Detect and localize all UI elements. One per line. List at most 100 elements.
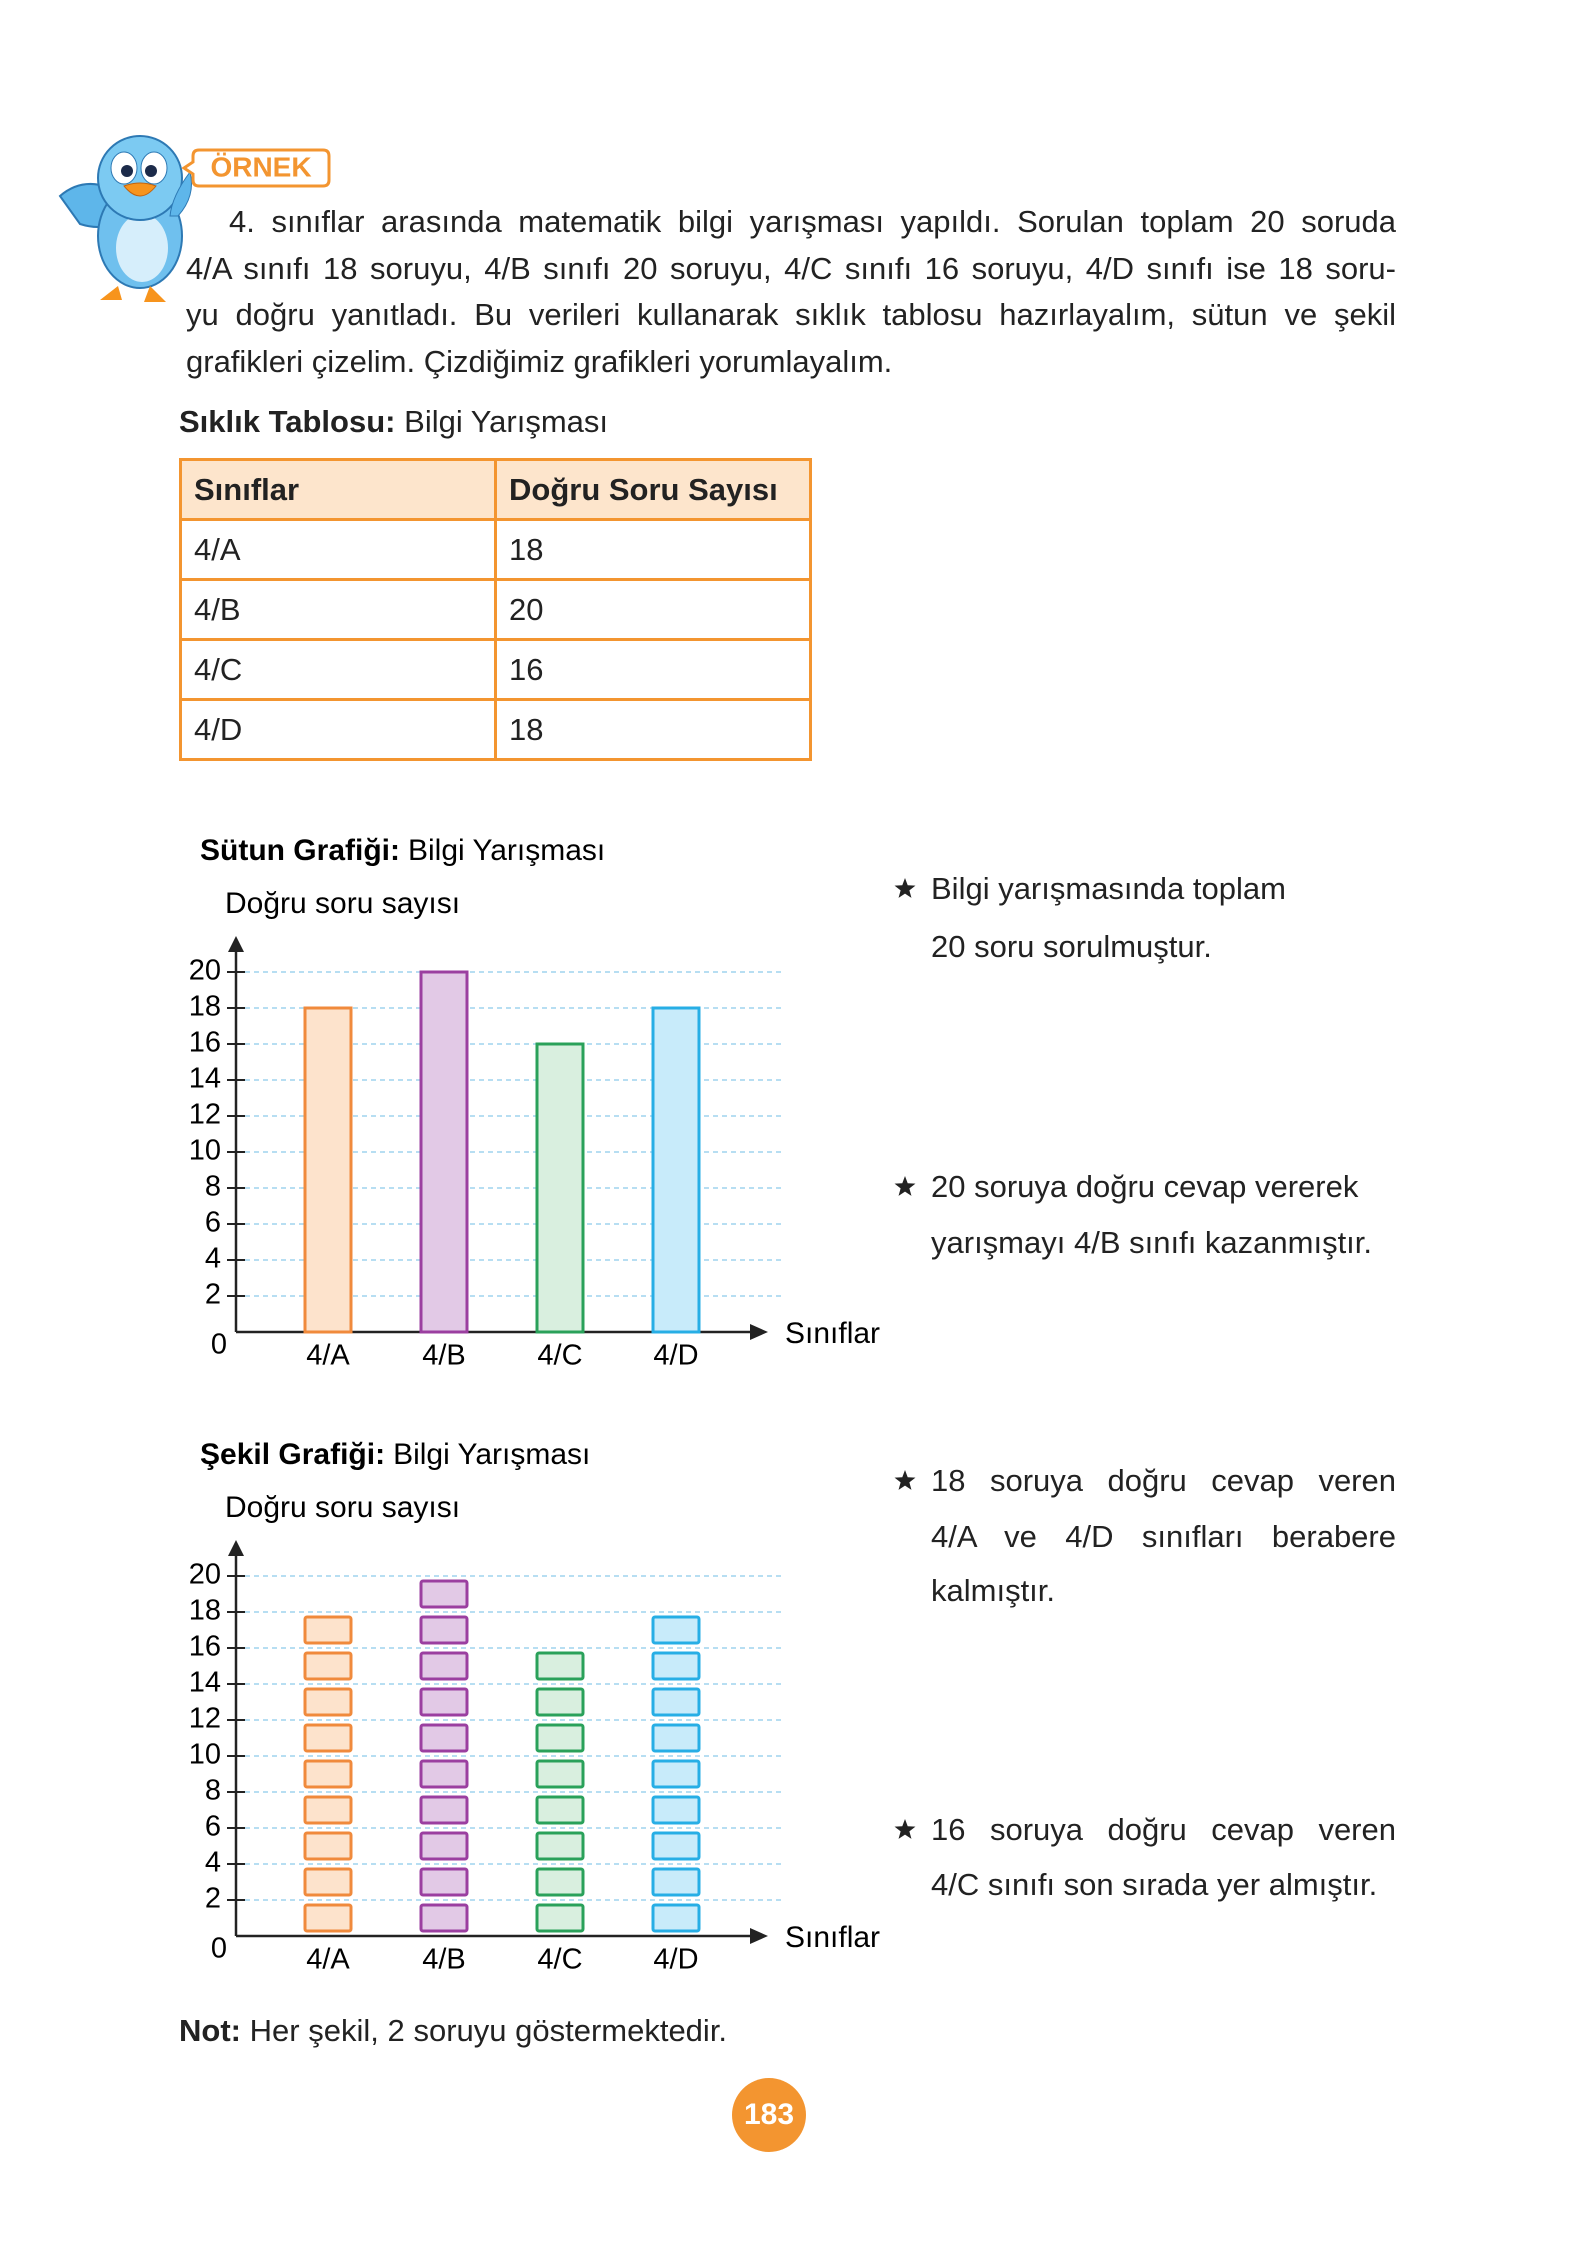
note-line: Bilgi yarışmasında toplam (931, 871, 1286, 906)
chart: Şekil Grafiği: Bilgi Yarışması Doğru soru … (189, 1438, 880, 1976)
y-tick-label: 18 (189, 991, 221, 1023)
chart-title-label: Sütun Grafiği: (200, 834, 400, 867)
pictogram-icon (651, 1615, 701, 1645)
bar (303, 1006, 353, 1334)
bar (419, 970, 469, 1334)
pictogram-icon (303, 1615, 353, 1645)
chart: Sütun Grafiği: Bilgi Yarışması Doğru soru … (189, 834, 880, 1372)
pictogram-icon (535, 1903, 585, 1933)
y-tick-label: 6 (205, 1207, 221, 1239)
pictogram-icon (535, 1651, 585, 1681)
pictogram-icon (419, 1903, 469, 1933)
y-axis-arrow (228, 1540, 244, 1556)
table-row: 4/A 18 (179, 518, 812, 581)
pictogram-icon (303, 1723, 353, 1753)
pictogram-icon (535, 1723, 585, 1753)
note-line: 4/C sınıfı son sırada yer almıştır. (931, 1867, 1378, 1902)
y-tick-label: 20 (189, 955, 221, 987)
pictogram-icon (535, 1867, 585, 1897)
pictogram-icon (419, 1687, 469, 1717)
table-cell: 20 (494, 578, 812, 641)
y-tick-label: 20 (189, 1559, 221, 1591)
x-tick-label: 4/D (653, 1340, 698, 1372)
y-tick-label: 10 (189, 1739, 221, 1771)
x-tick-label: 4/B (422, 1340, 466, 1372)
y-tick-label: 18 (189, 1595, 221, 1627)
table-caption-text: Bilgi Yarışması (404, 404, 609, 439)
table-cell: 18 (494, 698, 812, 761)
table-cell: 4/D (179, 698, 497, 761)
note-line: kalmıştır. (931, 1573, 1056, 1608)
x-tick-label: 4/D (653, 1944, 698, 1976)
pictogram-icon (303, 1687, 353, 1717)
pictograph-column (419, 1579, 469, 1933)
x-axis-label: Sınıflar (785, 1317, 880, 1350)
y-tick-label: 2 (205, 1883, 221, 1915)
intro-line: yu doğru yanıtladı. Bu verileri kullanar… (186, 297, 1396, 332)
y-tick-label: 0 (211, 1933, 227, 1965)
chart-title-text: Bilgi Yarışması (408, 834, 605, 867)
pictogram-icon (651, 1687, 701, 1717)
chart-title-label: Şekil Grafiği: (200, 1438, 385, 1471)
frequency-table: Sınıflar Doğru Soru Sayısı 4/A 18 4/B 20 4/C 16… (179, 458, 812, 761)
badge-frame (181, 148, 331, 188)
page-number-badge (732, 2078, 806, 2152)
pictogram-icon (303, 1831, 353, 1861)
badge-label: ÖRNEK (210, 151, 311, 182)
pictogram-icon (651, 1651, 701, 1681)
pictograph-column (535, 1651, 585, 1933)
pictogram-icon (535, 1795, 585, 1825)
intro-line: 4. sınıflar arasında matematik bilgi yar… (229, 204, 1396, 239)
footnote: Not: Her şekil, 2 soruyu göstermektedir. (179, 2009, 727, 2053)
pictogram-icon (303, 1903, 353, 1933)
pictogram-icon (651, 1831, 701, 1861)
x-axis-arrow (750, 1928, 768, 1944)
y-tick-label: 8 (205, 1775, 221, 1807)
note-bullet (894, 1176, 916, 1196)
chart-title: Şekil Grafiği: Bilgi Yarışması (200, 1438, 590, 1471)
y-tick-label: 2 (205, 1279, 221, 1311)
table-header-cell: Sınıflar (179, 458, 497, 521)
pictogram-icon (303, 1651, 353, 1681)
pictogram-icon (419, 1795, 469, 1825)
pictogram-icon (651, 1759, 701, 1789)
y-tick-label: 0 (211, 1329, 227, 1361)
x-axis-arrow (750, 1324, 768, 1340)
table-cell: 4/B (179, 578, 497, 641)
table-cell: 16 (494, 638, 812, 701)
pictogram-icon (419, 1759, 469, 1789)
pictograph-column (651, 1615, 701, 1933)
x-tick-label: 4/C (537, 1340, 582, 1372)
y-tick-label: 4 (205, 1243, 221, 1275)
footnote-text: soruyu göstermektedir. (413, 2013, 728, 2048)
note-line: yarışmayı 4/B sınıfı kazanmıştır. (931, 1225, 1373, 1260)
note-line: 16 soruya doğru cevap veren (931, 1812, 1396, 1847)
note-bullet (894, 878, 916, 898)
pictogram-icon (303, 1795, 353, 1825)
y-tick-label: 6 (205, 1811, 221, 1843)
table-row: 4/C 16 (179, 638, 812, 701)
note-line: 20 soruya doğru cevap vererek (931, 1169, 1359, 1204)
pictogram-icon (651, 1723, 701, 1753)
y-tick-label: 16 (189, 1631, 221, 1663)
intro-line: grafikleri çizelim. Çizdiğimiz grafikler… (186, 344, 893, 379)
page-number: 183 (744, 2098, 794, 2131)
intro-line: 4/A sınıfı 18 soruyu, 4/B sınıfı 20 soru… (186, 251, 1396, 286)
pictogram-icon (419, 1723, 469, 1753)
footnote-label: Not: (179, 2013, 241, 2048)
y-tick-label: 4 (205, 1847, 221, 1879)
x-tick-label: 4/A (306, 1944, 350, 1976)
table-cell: 4/A (179, 518, 497, 581)
y-tick-label: 12 (189, 1703, 221, 1735)
pictogram-icon (419, 1651, 469, 1681)
table-cell: 4/C (179, 638, 497, 701)
pictograph-column (303, 1615, 353, 1933)
table-cell: 18 (494, 518, 812, 581)
bar (651, 1006, 701, 1334)
y-tick-label: 8 (205, 1171, 221, 1203)
pictogram-icon (419, 1579, 469, 1609)
pictogram-icon (419, 1867, 469, 1897)
pictogram-icon (535, 1687, 585, 1717)
